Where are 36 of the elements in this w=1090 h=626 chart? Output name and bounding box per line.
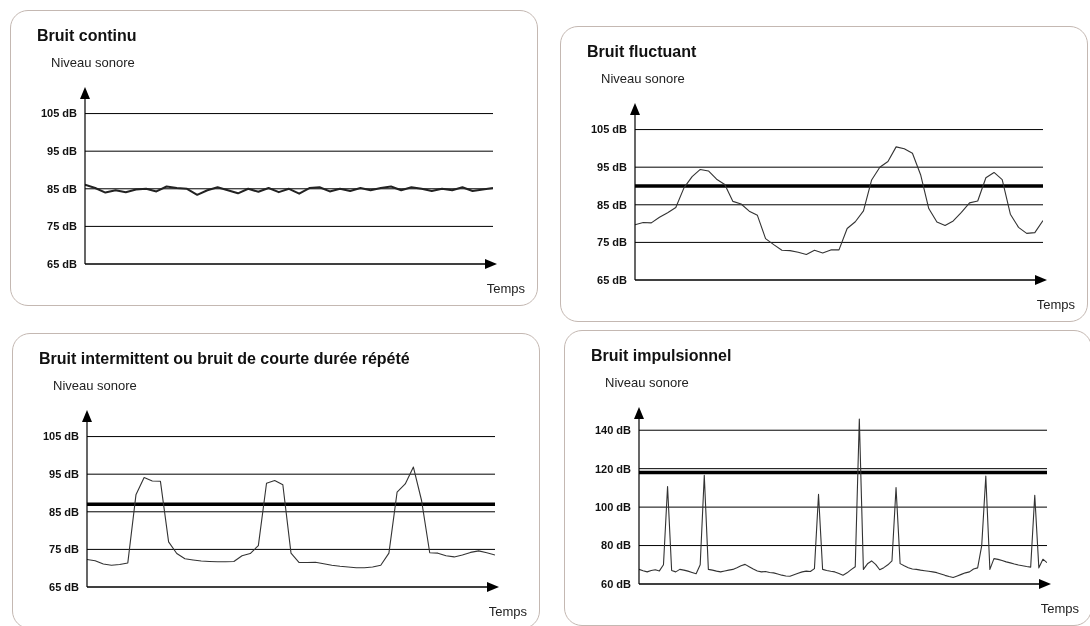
y-tick-label: 120 dB [594, 462, 632, 475]
y-tick-label: 85 dB [597, 198, 628, 211]
x-axis-title: Temps [1036, 297, 1075, 312]
y-tick-label: 75 dB [49, 543, 80, 556]
y-axis-title: Niveau sonore [601, 71, 685, 86]
y-tick-label: 65 dB [49, 580, 80, 593]
y-tick-label: 85 dB [49, 505, 80, 518]
y-axis-title: Niveau sonore [51, 55, 135, 70]
line-series [639, 418, 1047, 579]
chart-title: Bruit impulsionnel [591, 347, 732, 365]
y-tick-label: 95 dB [47, 145, 78, 158]
y-tick-label: 105 dB [590, 123, 628, 136]
y-tick-label: 95 dB [597, 161, 628, 174]
y-tick-label: 75 dB [597, 236, 628, 249]
x-axis-title: Temps [488, 604, 527, 619]
y-tick-label: 100 dB [594, 501, 632, 514]
x-axis-title: Temps [486, 281, 525, 296]
y-axis-title: Niveau sonore [53, 378, 137, 393]
line-series [85, 183, 493, 196]
x-axis-title: Temps [1040, 601, 1079, 616]
y-tick-label: 75 dB [47, 220, 78, 233]
line-series [87, 466, 495, 569]
chart-title: Bruit continu [37, 27, 137, 45]
y-tick-label: 65 dB [597, 273, 628, 286]
y-tick-label: 60 dB [601, 577, 632, 590]
y-tick-label: 65 dB [47, 257, 78, 270]
y-tick-label: 105 dB [40, 107, 78, 120]
y-tick-label: 95 dB [49, 468, 80, 481]
y-tick-label: 140 dB [594, 424, 632, 437]
chart-title: Bruit fluctuant [587, 43, 697, 61]
y-tick-label: 85 dB [47, 182, 78, 195]
line-series [635, 146, 1043, 255]
y-tick-label: 105 dB [42, 430, 80, 443]
chart-title: Bruit intermittent ou bruit de courte durée répété [39, 350, 410, 368]
y-tick-label: 80 dB [601, 539, 632, 552]
y-axis-title: Niveau sonore [605, 375, 689, 390]
